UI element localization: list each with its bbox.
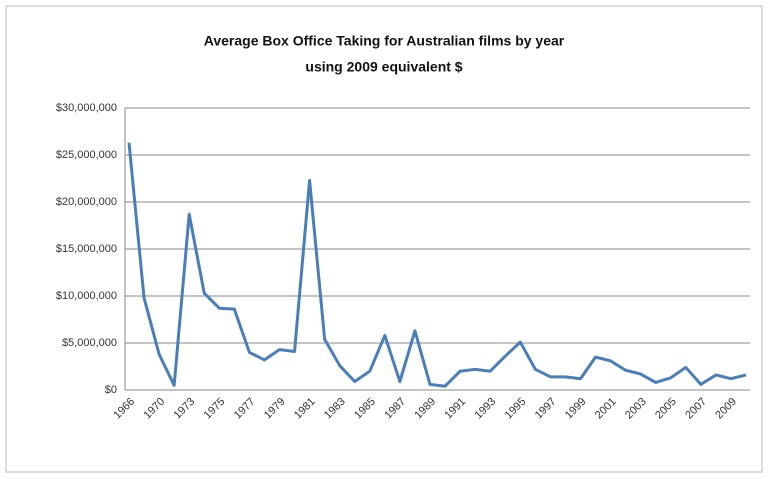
chart-title: Average Box Office Taking for Australian… — [204, 33, 565, 49]
line-series — [127, 142, 747, 388]
y-tick-label: $20,000,000 — [56, 196, 117, 208]
y-tick-label: $30,000,000 — [56, 102, 117, 114]
y-tick-label: $0 — [105, 384, 117, 396]
y-tick-label: $15,000,000 — [56, 243, 117, 255]
y-tick-label: $25,000,000 — [56, 149, 117, 161]
y-tick-label: $5,000,000 — [62, 337, 117, 349]
chart-subtitle: using 2009 equivalent $ — [305, 59, 462, 75]
y-tick-label: $10,000,000 — [56, 290, 117, 302]
chart-border — [5, 5, 763, 473]
